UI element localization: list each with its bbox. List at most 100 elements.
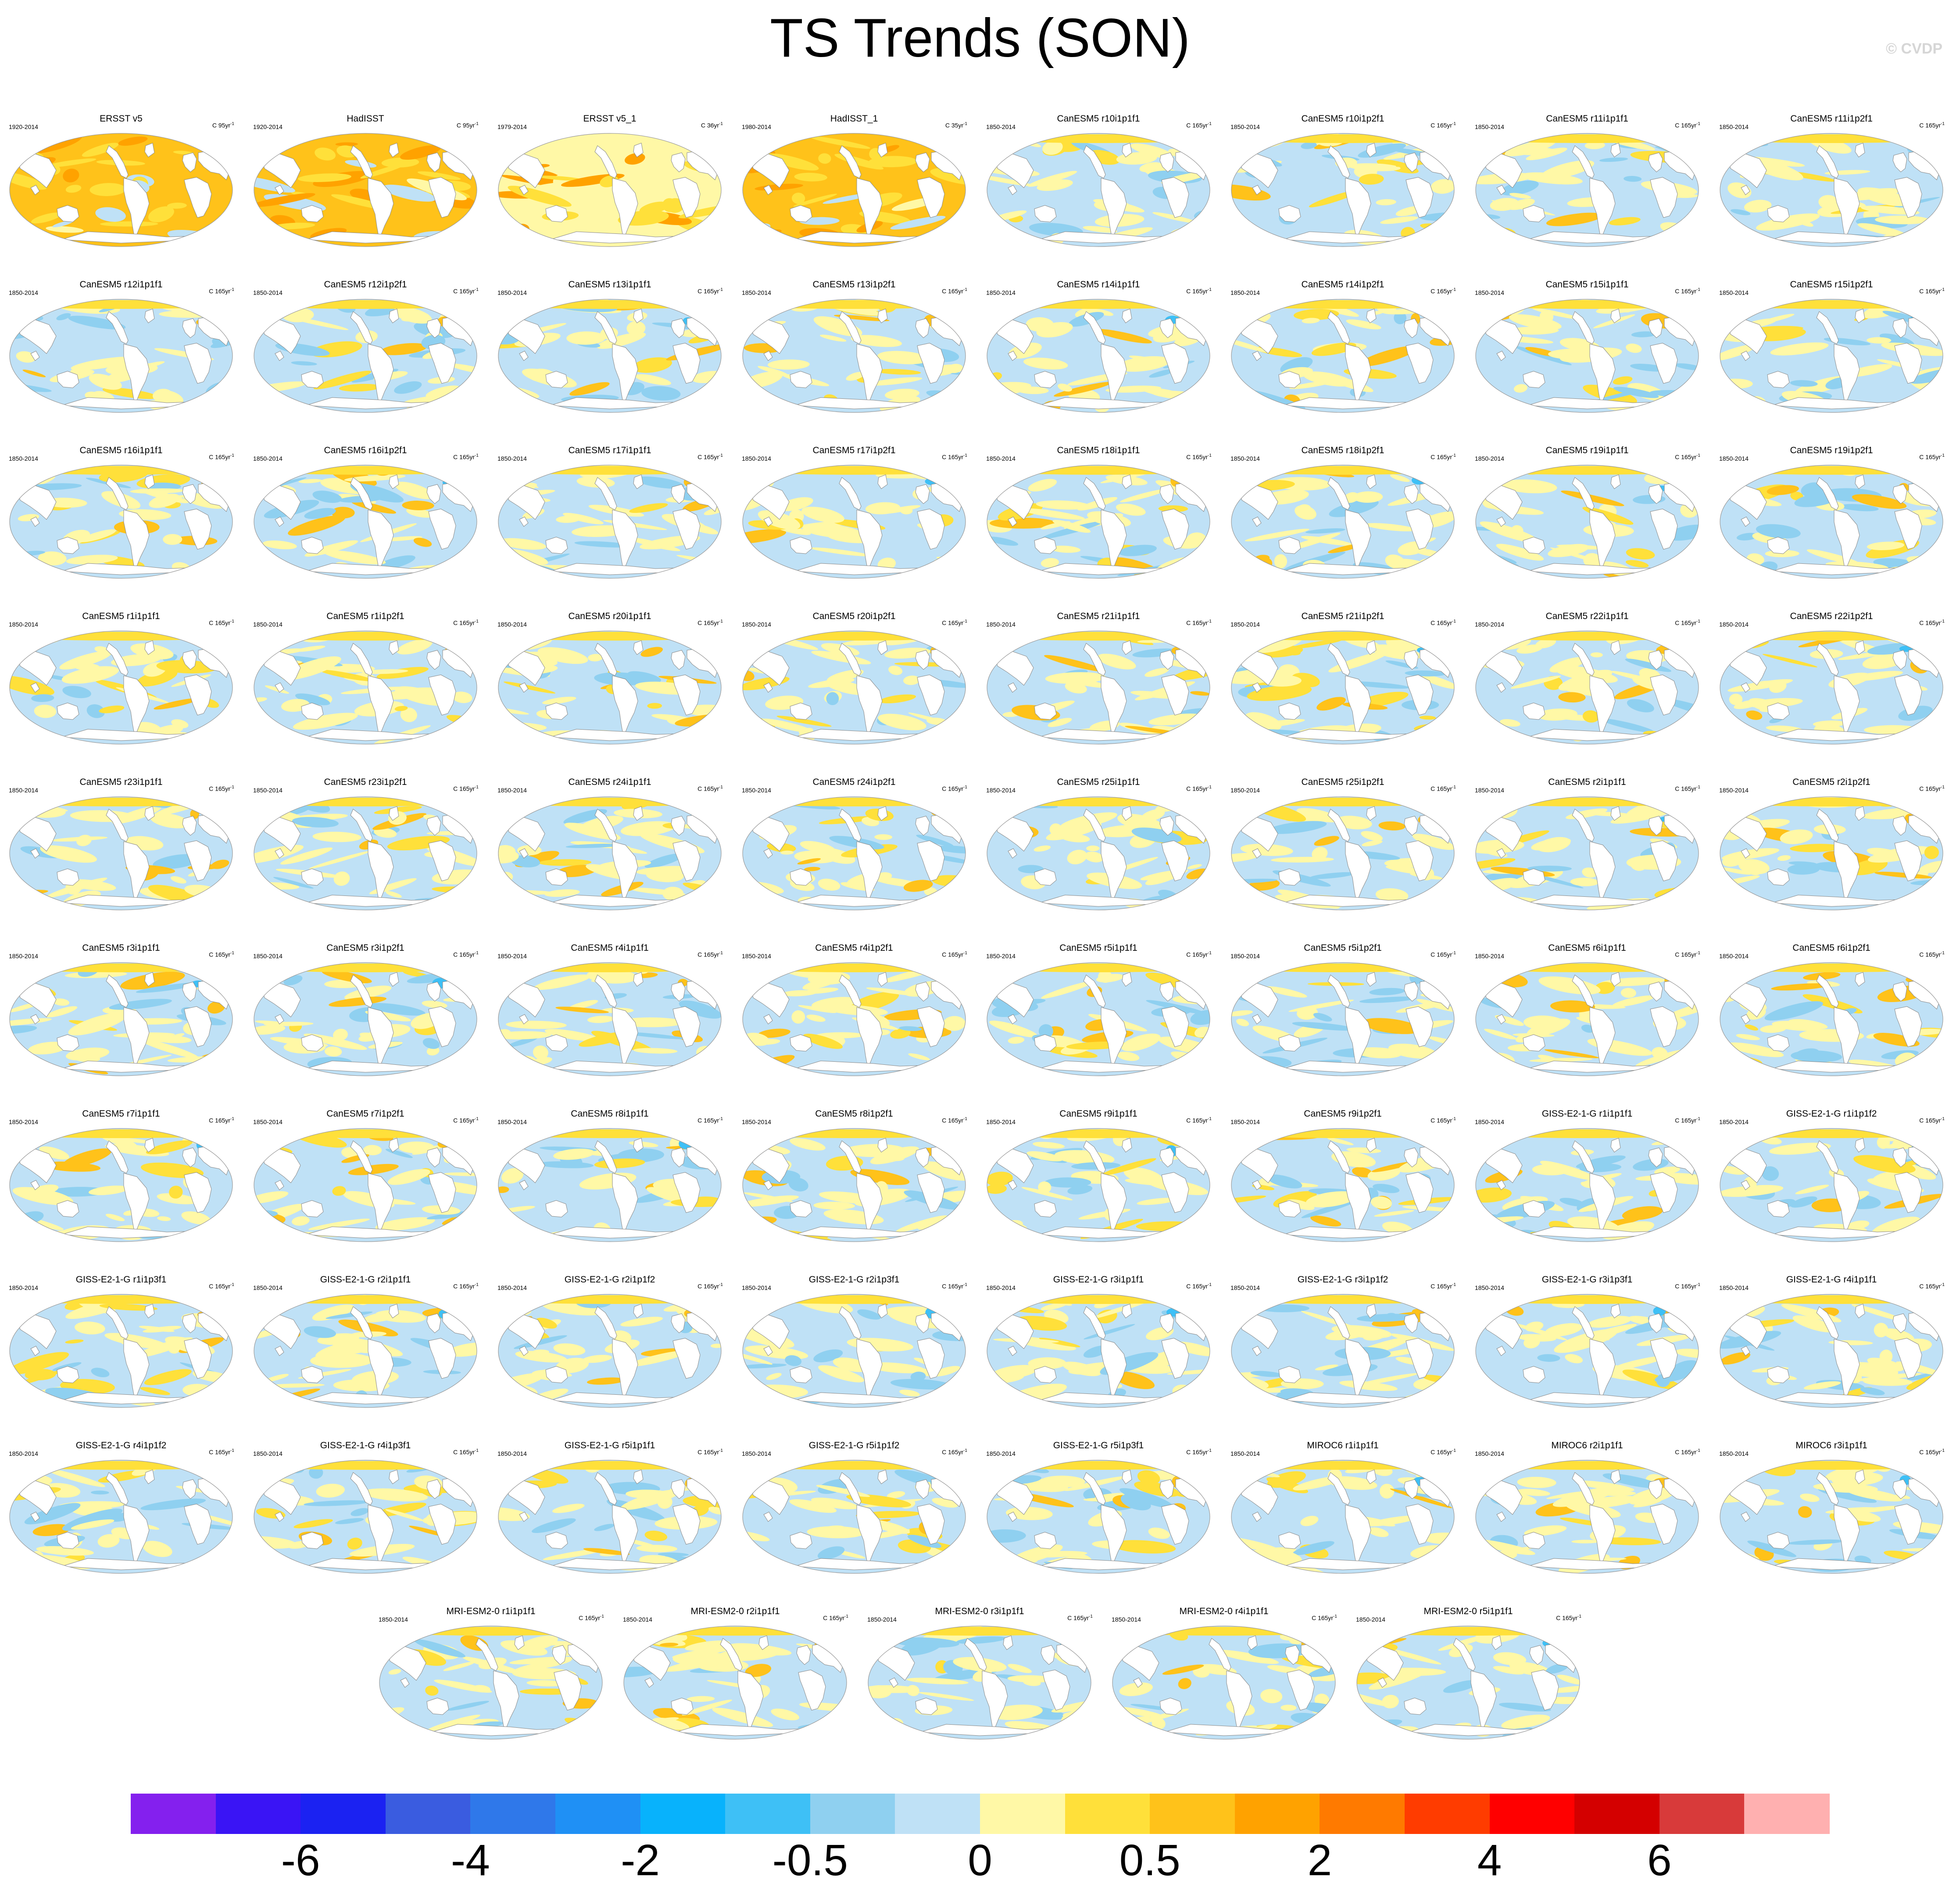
map-panel: CanESM5 r19i1p2f1 1850-2014 C 165yr-1 [1713, 445, 1950, 603]
panel-years: 1850-2014 [1719, 1450, 1749, 1457]
trend-map [254, 630, 477, 745]
panel-units: C 165yr-1 [1186, 452, 1212, 461]
panel-title: CanESM5 r7i1p1f1 [82, 1109, 160, 1119]
panel-years: 1850-2014 [986, 289, 1016, 296]
panel-title: GISS-E2-1-G r3i1p3f1 [1542, 1275, 1633, 1285]
panel-units-exponent: -1 [230, 951, 234, 956]
panel-units-text: C 165yr [209, 1282, 231, 1290]
map-panel: MRI-ESM2-0 r3i1p1f1 1850-2014 C 165yr-1 [861, 1606, 1098, 1764]
panel-units-exponent: -1 [719, 453, 723, 458]
panel-title: GISS-E2-1-G r1i1p3f1 [75, 1275, 167, 1285]
map-panel: CanESM5 r8i1p1f1 1850-2014 C 165yr-1 [491, 1108, 728, 1266]
map-panel: ERSST v5 1920-2014 C 95yr-1 [3, 113, 240, 271]
map-panel: GISS-E2-1-G r5i1p1f1 1850-2014 C 165yr-1 [491, 1440, 728, 1598]
panel-title: GISS-E2-1-G r1i1p1f1 [1542, 1109, 1633, 1119]
panel-units-text: C 165yr [1675, 1117, 1697, 1124]
panel-years: 1850-2014 [1230, 289, 1260, 296]
trend-map [987, 962, 1210, 1076]
panel-years: 1850-2014 [1230, 1450, 1260, 1457]
panel-title: CanESM5 r13i1p2f1 [812, 279, 896, 290]
panel-units-text: C 165yr [1431, 951, 1452, 958]
panel-units: C 165yr-1 [942, 1115, 967, 1125]
panel-units: C 165yr-1 [823, 1613, 848, 1622]
panel-units: C 165yr-1 [1067, 1613, 1093, 1622]
panel-units: C 165yr-1 [697, 1281, 723, 1290]
panel-title: ERSST v5 [100, 114, 143, 124]
trend-map [1720, 796, 1943, 910]
map-panel: GISS-E2-1-G r3i1p1f2 1850-2014 C 165yr-1 [1224, 1274, 1461, 1432]
map-panel: GISS-E2-1-G r3i1p3f1 1850-2014 C 165yr-1 [1469, 1274, 1706, 1432]
map-panel: GISS-E2-1-G r5i1p1f2 1850-2014 C 165yr-1 [736, 1440, 973, 1598]
panel-years: 1850-2014 [742, 1284, 771, 1291]
panel-units: C 165yr-1 [1919, 286, 1945, 295]
trend-map [498, 630, 722, 745]
map-panel: CanESM5 r23i1p2f1 1850-2014 C 165yr-1 [247, 777, 484, 935]
colorbar-tick-label: 0 [968, 1836, 992, 1885]
panel-units-text: C 165yr [453, 619, 475, 627]
colorbar-tick-label: 2 [1307, 1836, 1332, 1885]
panel-units: C 95yr-1 [457, 120, 479, 129]
panel-years: 1850-2014 [1475, 289, 1504, 296]
panel-units-text: C 165yr [1186, 785, 1208, 792]
panel-units-exponent: -1 [1941, 453, 1945, 458]
panel-units-text: C 95yr [456, 122, 475, 129]
map-panel: CanESM5 r11i1p2f1 1850-2014 C 165yr-1 [1713, 113, 1950, 271]
panel-years: 1920-2014 [253, 123, 283, 130]
trend-map [1720, 1128, 1943, 1242]
panel-units-text: C 165yr [1919, 453, 1941, 461]
panel-units-text: C 165yr [1186, 1448, 1208, 1456]
map-panel: CanESM5 r2i1p1f1 1850-2014 C 165yr-1 [1469, 777, 1706, 935]
trend-map [742, 630, 966, 745]
colorbar-segment [1150, 1794, 1235, 1834]
trend-map [254, 1294, 477, 1408]
panel-title: CanESM5 r5i1p1f1 [1059, 943, 1137, 953]
panel-units-exponent: -1 [1208, 453, 1212, 458]
map-panel: CanESM5 r5i1p1f1 1850-2014 C 165yr-1 [980, 942, 1217, 1100]
panel-units-text: C 165yr [1675, 1448, 1697, 1456]
colorbar-tick-label: -6 [281, 1836, 320, 1885]
panel-units-text: C 165yr [942, 1448, 964, 1456]
panel-title: CanESM5 r4i1p2f1 [815, 943, 893, 953]
panel-units: C 165yr-1 [1919, 618, 1945, 627]
panel-years: 1850-2014 [986, 1284, 1016, 1291]
panel-title: GISS-E2-1-G r5i1p1f1 [564, 1440, 655, 1450]
panel-units-exponent: -1 [475, 619, 479, 624]
panel-units: C 165yr-1 [942, 618, 967, 627]
trend-map [9, 133, 233, 247]
panel-units-text: C 165yr [697, 619, 719, 627]
panel-title: CanESM5 r19i1p1f1 [1545, 445, 1629, 455]
panel-units-text: C 165yr [453, 1282, 475, 1290]
trend-map [498, 962, 722, 1076]
trend-map [742, 465, 966, 579]
panel-title: CanESM5 r23i1p1f1 [79, 777, 163, 787]
map-panel: CanESM5 r10i1p1f1 1850-2014 C 165yr-1 [980, 113, 1217, 271]
panel-units: C 165yr-1 [1431, 1115, 1456, 1125]
colorbar-segment [1320, 1794, 1405, 1834]
panel-units: C 165yr-1 [209, 949, 234, 959]
colorbar-segment [1574, 1794, 1660, 1834]
trend-map [742, 133, 966, 247]
panel-units-exponent: -1 [1696, 453, 1700, 458]
panel-years: 1850-2014 [986, 953, 1016, 960]
panel-units-exponent: -1 [719, 1448, 723, 1453]
watermark: © CVDP [1886, 40, 1942, 57]
trend-map [1475, 1128, 1699, 1242]
panel-units-exponent: -1 [230, 1117, 234, 1121]
colorbar-segment [385, 1794, 471, 1834]
map-panel: CanESM5 r19i1p1f1 1850-2014 C 165yr-1 [1469, 445, 1706, 603]
colorbar-segment [555, 1794, 641, 1834]
panel-units: C 165yr-1 [1919, 452, 1945, 461]
map-panel: CanESM5 r6i1p1f1 1850-2014 C 165yr-1 [1469, 942, 1706, 1100]
trend-map [254, 133, 477, 247]
panel-units: C 165yr-1 [697, 949, 723, 959]
trend-map [987, 1294, 1210, 1408]
panel-units-exponent: -1 [1941, 122, 1945, 126]
colorbar-segment [1234, 1794, 1320, 1834]
panel-title: CanESM5 r12i1p1f1 [79, 279, 163, 290]
panel-title: GISS-E2-1-G r5i1p3f1 [1053, 1440, 1144, 1450]
trend-map [9, 796, 233, 910]
trend-map [742, 299, 966, 413]
trend-map [254, 1460, 477, 1574]
trend-map [987, 133, 1210, 247]
panel-units: C 165yr-1 [453, 1447, 479, 1456]
